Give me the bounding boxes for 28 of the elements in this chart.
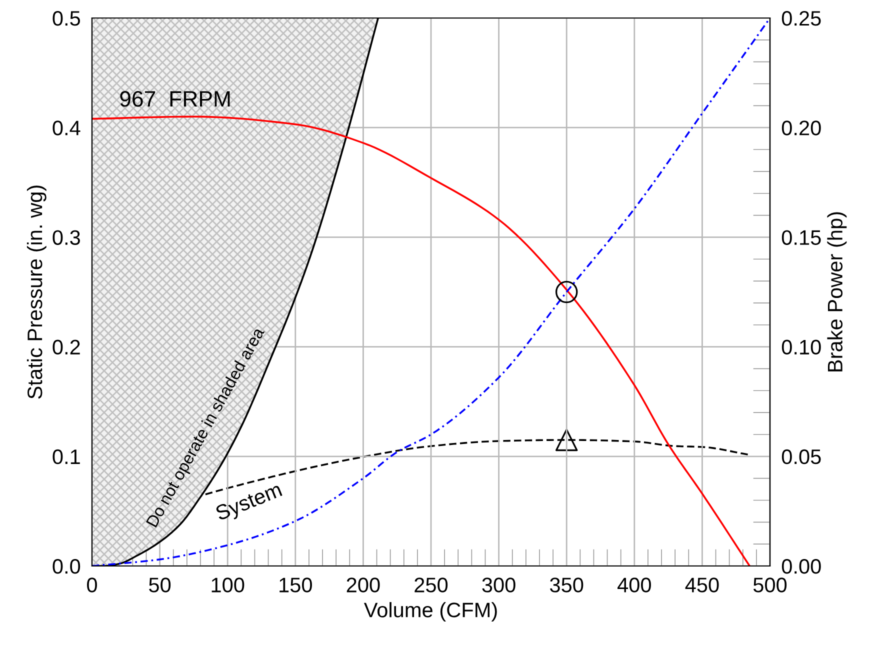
y-axis-title: Static Pressure (in. wg) (26, 186, 46, 399)
x-tick-label: 100 (212, 578, 244, 592)
y2-tick-label: 0.00 (782, 559, 821, 574)
x-tick-label: 250 (414, 578, 448, 592)
y-tick-label: 0.2 (52, 340, 80, 355)
y-tick-label: 0.0 (52, 559, 80, 574)
y2-tick-label: 0.25 (782, 11, 821, 26)
annotation: System (214, 482, 284, 525)
x-tick-label: 450 (685, 578, 719, 592)
y2-tick-label: 0.05 (782, 449, 821, 464)
y-tick-label: 0.4 (52, 120, 80, 136)
y2-axis-title: Brake Power (hp) (827, 212, 847, 372)
y-tick-label: 0.3 (52, 230, 80, 245)
x-tick-label: 350 (550, 578, 584, 592)
y2-tick-label: 0.10 (782, 340, 821, 355)
x-tick-label: 200 (346, 578, 380, 592)
x-tick-label: 500 (753, 578, 787, 592)
x-tick-label: 50 (149, 578, 171, 592)
x-tick-label: 400 (618, 578, 651, 592)
y-tick-label: 0.5 (52, 11, 80, 26)
y2-tick-label: 0.20 (782, 120, 821, 136)
x-tick-label: 150 (280, 578, 312, 592)
y2-tick-label: 0.15 (782, 230, 821, 245)
x-tick-label: 0 (87, 578, 97, 592)
y-tick-label: 0.1 (52, 449, 80, 464)
x-axis-title: Volume (CFM) (364, 602, 497, 622)
annotation: 967 FRPM (120, 91, 230, 107)
x-tick-label: 300 (482, 578, 516, 592)
